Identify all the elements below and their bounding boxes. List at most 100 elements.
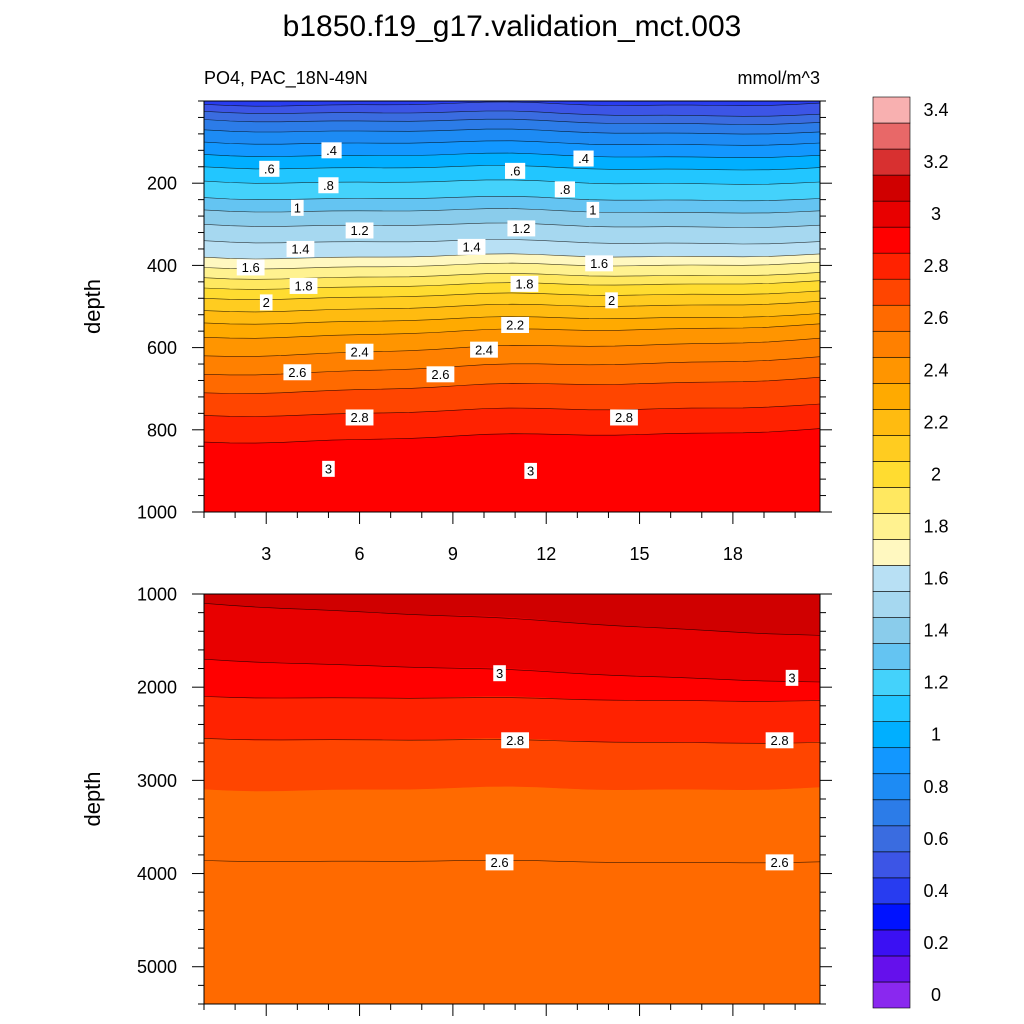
colorbar-label-3: 0.6 [923,829,948,849]
upper-contour-label-text-17: 2 [608,293,615,308]
colorbar-box-12 [872,669,911,696]
lower-contour-label-text-3: 2.8 [771,733,789,748]
chart-units: mmol/m^3 [738,68,820,88]
upper-contour-line-22 [204,376,820,394]
upper-contour-line-5 [204,152,820,159]
upper-contour-line-13 [204,261,820,270]
lower-band-5 [204,786,820,1004]
upper-ytick-label-4: 1000 [137,503,177,523]
colorbar-label-2: 0.4 [923,881,948,901]
upper-contour-label-text-18: 2.2 [506,318,524,333]
colorbar-box-33 [872,122,911,150]
upper-contour-label-16: 2 [259,294,273,311]
colorbar-box-21 [872,435,911,462]
colorbar-box-20 [872,461,911,488]
upper-contour-label-text-11: 1.4 [463,240,481,255]
upper-frame [203,100,821,513]
lower-contour-label-text-5: 2.6 [771,855,789,870]
upper-contour-label-text-24: 2.8 [615,410,633,425]
colorbar-box-18 [872,513,911,540]
lower-contour-label-text-2: 2.8 [506,733,524,748]
colorbar-box-28 [872,252,911,280]
upper-contour-line-7 [204,179,820,185]
upper-contour-label-12: 1.6 [236,259,265,276]
upper-contour-label-17: 2 [605,292,618,309]
upper-xtick-label-3: 12 [536,544,556,564]
colorbar-box-19 [872,487,911,514]
upper-contour-label-text-1: .4 [578,151,589,166]
upper-contour-label-8: 1.2 [345,222,374,239]
upper-panel: .4 .4 .6 .6 .8 .8 1 1 1.2 1.2 1.4 1.4 1.6 1.6 1.8 1.8 2 2… [80,100,832,564]
colorbar-label-14: 2.8 [923,256,948,276]
colorbar-label-13: 2.6 [923,308,948,328]
upper-contour-label-26: 3 [524,462,537,479]
colorbar-label-8: 1.6 [923,569,948,589]
lower-ytick-label-1: 2000 [137,678,177,698]
upper-contour-label-text-20: 2.4 [475,342,493,357]
upper-contour-label-20: 2.4 [470,341,498,358]
upper-contour-label-11: 1.4 [457,238,486,255]
colorbar-box-23 [872,383,911,410]
upper-contour-label-2: .6 [259,160,280,177]
upper-contour-label-15: 1.8 [510,275,539,292]
upper-contour-line-1 [204,110,820,117]
colorbar-label-10: 2 [931,464,941,484]
upper-xtick-label-2: 9 [448,544,458,564]
colorbar-box-25 [872,330,911,358]
lower-contour-line-1 [204,658,820,683]
colorbar-label-0: 0 [931,985,941,1005]
upper-contour-label-text-12: 1.6 [242,260,260,275]
upper-ytick-label-3: 800 [147,420,177,440]
upper-contour-line-8 [204,195,820,202]
lower-contour-fills [204,594,820,1004]
upper-contour-label-text-25: 3 [325,461,332,476]
lower-ytick-label-0: 1000 [137,585,177,605]
upper-contour-line-0 [204,101,820,107]
upper-contour-line-23 [204,403,820,417]
colorbar-box-4 [872,877,911,905]
upper-xtick-label-1: 6 [355,544,365,564]
lower-ytick-label-3: 4000 [137,864,177,884]
colorbar-label-15: 3 [931,204,941,224]
upper-contour-label-text-3: .6 [510,163,521,178]
upper-contour-line-17 [204,300,820,313]
colorbar-box-27 [872,278,911,306]
upper-contour-label-text-0: .4 [326,143,337,158]
upper-contour-label-13: 1.6 [585,255,614,272]
upper-contour-label-0: .4 [321,142,342,159]
lower-contour-label-4: 2.6 [485,854,514,871]
upper-contour-line-12 [204,253,820,260]
upper-contour-line-18 [204,313,820,325]
upper-contour-label-text-19: 2.4 [351,344,369,359]
upper-contour-line-4 [204,140,820,146]
colorbar-box-26 [872,304,911,332]
colorbar-box-22 [872,409,911,436]
upper-contour-label-text-7: 1 [589,203,596,218]
upper-contour-label-text-15: 1.8 [515,276,533,291]
upper-contour-label-14: 1.8 [289,277,318,294]
colorbar-box-10 [872,721,911,749]
upper-contour-label-text-8: 1.2 [351,223,369,238]
upper-xtick-label-0: 3 [261,544,271,564]
lower-contour-label-text-4: 2.6 [491,855,509,870]
lower-contour-label-text-0: 3 [496,666,503,681]
upper-contour-label-text-16: 2 [263,295,270,310]
lower-ytick-label-2: 3000 [137,771,177,791]
upper-ytick-label-1: 400 [147,256,177,276]
upper-contour-label-text-10: 1.4 [291,242,309,257]
colorbar-box-0 [872,981,911,1009]
chart-title: b1850.f19_g17.validation_mct.003 [283,10,742,43]
upper-contour-label-19: 2.4 [345,343,374,360]
colorbar-label-5: 1 [931,725,941,745]
upper-contour-label-4: .8 [318,177,339,194]
colorbar-label-7: 1.4 [923,621,948,641]
upper-contour-label-5: .8 [554,181,575,198]
colorbar-box-16 [872,565,911,592]
upper-contour-label-text-26: 3 [527,464,534,479]
upper-contour-label-10: 1.4 [286,240,315,257]
upper-contour-line-3 [204,128,820,135]
colorbar-box-17 [872,539,911,566]
upper-ylabel: depth [80,279,105,334]
upper-contour-label-21: 2.6 [283,364,312,381]
